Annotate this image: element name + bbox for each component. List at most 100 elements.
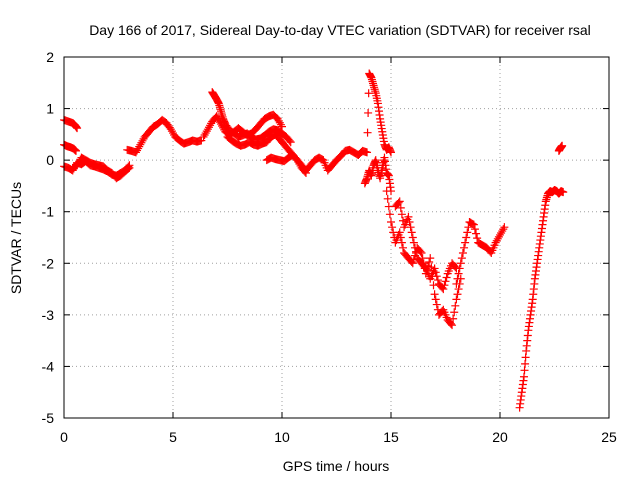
data-point <box>278 122 286 131</box>
x-tick-label: 10 <box>274 429 290 445</box>
data-point <box>433 276 442 285</box>
series-track-e <box>123 115 206 157</box>
data-point <box>451 263 460 272</box>
data-point <box>426 254 435 263</box>
data-point <box>430 264 439 273</box>
data-point <box>473 234 482 243</box>
data-point <box>470 225 479 234</box>
tick-layer: 0 5 10 15 20 25 -5 -4 -3 -2 -1 0 1 2 <box>42 49 617 445</box>
data-point <box>396 203 405 212</box>
x-tick-label: 25 <box>601 429 617 445</box>
series-track-d <box>68 153 134 183</box>
y-axis-label: SDTVAR / TECUs <box>8 182 24 294</box>
data-point <box>469 220 478 229</box>
plot-frame <box>63 56 610 419</box>
data-point <box>456 259 465 268</box>
series-track-p <box>554 141 567 155</box>
data-point <box>472 229 481 238</box>
data-point <box>432 300 441 309</box>
data-point <box>285 136 294 145</box>
series-track-m <box>391 197 461 294</box>
data-point <box>455 264 464 273</box>
series-track-o <box>515 186 568 412</box>
x-axis-label: GPS time / hours <box>283 458 390 474</box>
data-point <box>383 194 392 203</box>
data-point <box>388 223 397 232</box>
data-point <box>407 228 416 237</box>
data-point <box>410 243 419 252</box>
data-point <box>286 138 295 147</box>
y-tick-label: -3 <box>42 307 55 323</box>
data-point <box>432 272 441 281</box>
y-tick-label: 2 <box>46 49 54 65</box>
data-point <box>448 321 457 330</box>
data-point <box>73 124 82 133</box>
y-tick-label: -5 <box>42 410 55 426</box>
data-point <box>441 277 450 286</box>
series-track-b <box>60 140 80 155</box>
y-tick-label: -1 <box>42 204 55 220</box>
x-tick-label: 5 <box>169 429 177 445</box>
data-point <box>499 225 508 234</box>
data-point <box>125 163 134 172</box>
data-point <box>500 223 509 232</box>
data-point <box>71 146 80 155</box>
data-point <box>363 148 372 157</box>
y-tick-label: -2 <box>42 255 55 271</box>
data-point <box>453 290 462 299</box>
y-tick-label: 0 <box>46 152 54 168</box>
data-point <box>408 259 417 268</box>
data-point <box>397 238 406 247</box>
y-tick-label: -4 <box>42 358 55 374</box>
data-point <box>559 188 568 197</box>
data-point <box>405 218 414 227</box>
data-point <box>395 197 404 206</box>
data-point <box>463 228 472 237</box>
x-tick-label: 20 <box>492 429 508 445</box>
data-point <box>382 187 391 196</box>
series-track-j <box>354 69 395 159</box>
data-point <box>364 89 373 98</box>
data-point <box>558 141 567 150</box>
data-point <box>468 219 477 228</box>
data-point <box>397 210 406 219</box>
y-tick-label: 1 <box>46 101 54 117</box>
series-track-g <box>208 88 295 147</box>
data-point <box>462 233 471 242</box>
series-track-l <box>382 187 465 330</box>
series-track-k <box>360 153 395 196</box>
data-point <box>451 301 460 310</box>
data-point <box>395 228 404 237</box>
data-point <box>439 285 448 294</box>
data-point <box>431 268 440 277</box>
data-point <box>387 218 395 227</box>
data-point <box>363 128 372 137</box>
chart-title: Day 166 of 2017, Sidereal Day-to-day VTE… <box>89 22 591 38</box>
data-point <box>458 248 467 257</box>
x-tick-label: 0 <box>60 429 68 445</box>
series-track-a <box>60 115 82 133</box>
data-point <box>431 295 440 304</box>
data-point <box>387 148 395 157</box>
data-point <box>453 274 462 283</box>
data-point <box>442 273 451 282</box>
data-point <box>450 308 459 317</box>
data-point <box>404 212 413 221</box>
data-point <box>385 210 394 219</box>
data-point <box>461 238 470 247</box>
data-point <box>425 257 434 266</box>
data-point <box>276 120 285 129</box>
data-point <box>452 295 461 304</box>
data-point <box>408 233 417 242</box>
data-point <box>364 108 373 117</box>
data-point <box>430 290 439 299</box>
data-point <box>449 314 458 323</box>
data-layer <box>60 69 568 412</box>
data-point <box>412 248 421 257</box>
data-point <box>406 223 415 232</box>
data-point <box>398 243 407 252</box>
data-point <box>454 269 463 278</box>
series-track-i <box>262 145 363 175</box>
